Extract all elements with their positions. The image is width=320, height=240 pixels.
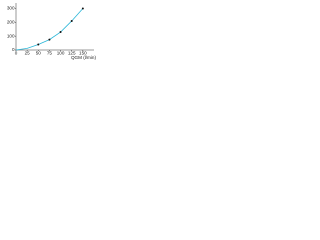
y-tick-label: 100 [7, 33, 15, 38]
y-tick-label: 0 [12, 47, 15, 52]
x-tick-label: 150 [79, 51, 87, 56]
y-tick-label: 200 [7, 20, 15, 25]
x-tick-label: 0 [15, 51, 18, 56]
line [15, 8, 84, 51]
point [48, 38, 51, 41]
point [59, 31, 62, 34]
y-tick-label: 300 [7, 6, 15, 11]
point [37, 43, 40, 46]
point [81, 7, 84, 10]
x-axis-label: QGM (l/min) [71, 55, 96, 60]
x-tick-label: 125 [68, 51, 76, 56]
x-tick-label: 100 [57, 51, 65, 56]
x-tick-label: 50 [36, 51, 42, 56]
point [70, 19, 73, 22]
x-tick-label: 75 [47, 51, 53, 56]
page: {"chart_data": {"type": "line", "x_label… [0, 0, 100, 63]
x-tick-label: 25 [25, 51, 31, 56]
